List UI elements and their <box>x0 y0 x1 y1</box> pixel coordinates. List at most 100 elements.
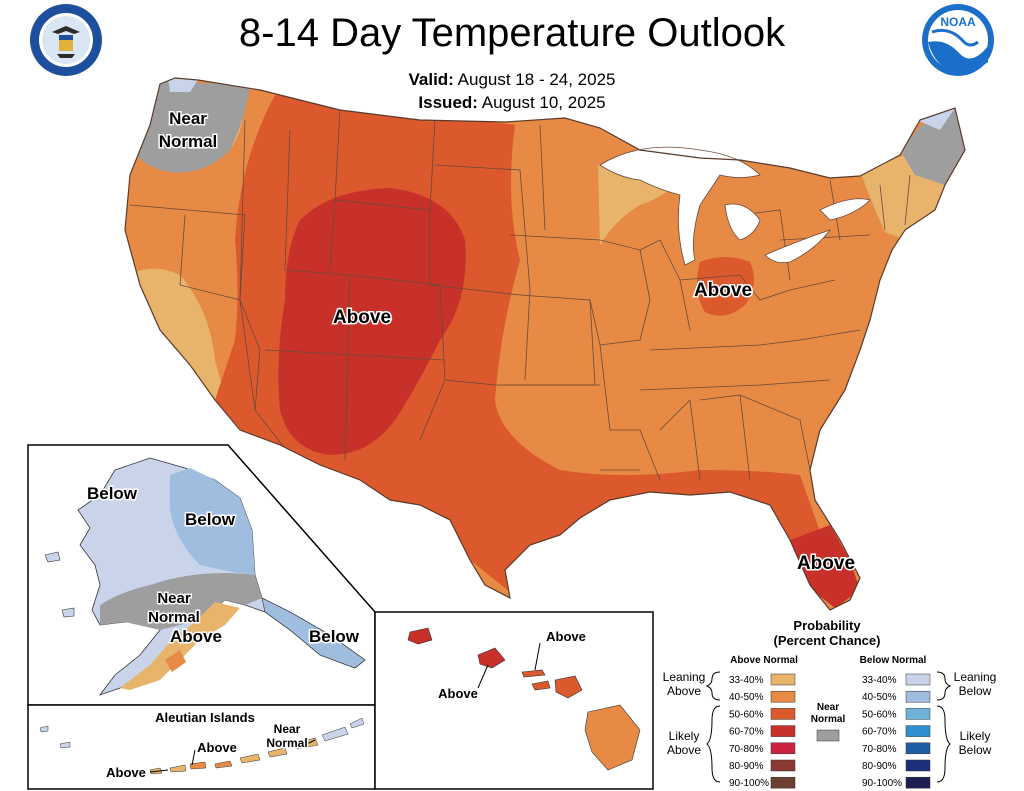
legend-brace-likely-below <box>936 705 951 783</box>
legend-above-bin-swatch-3 <box>770 725 796 737</box>
aleutian-pointer-3 <box>304 739 316 746</box>
label-alaska-near-normal-line1: Near <box>157 590 191 607</box>
legend-leaning-below-line2: Below <box>959 684 992 698</box>
label-near-normal-northwest-line1: Near <box>169 109 207 128</box>
region-leaning-below-washington-tip <box>168 78 198 92</box>
legend-below-bin-swatch-2 <box>905 708 931 720</box>
label-alaska-below-west: Below <box>87 484 138 503</box>
legend-title-line1: Probability <box>793 618 861 633</box>
noaa-logo-icon: NOAA <box>922 4 994 76</box>
legend-above-bin-label-5: 80-90% <box>729 761 764 772</box>
legend-below-bin-label-3: 60-70% <box>862 727 897 738</box>
legend-above-bin-label-4: 70-80% <box>729 744 764 755</box>
label-above-ohio: Above <box>694 280 752 301</box>
label-above-florida: Above <box>797 553 855 574</box>
legend-leaning-below-line1: Leaning <box>954 670 997 684</box>
label-aleutian-above-east: Above <box>197 740 237 755</box>
legend-below-bin-swatch-6 <box>905 776 931 789</box>
region-likely-above-60-70-florida <box>790 525 860 608</box>
label-hawaii-above-maui: Above <box>546 629 586 644</box>
alaska-panhandle-below <box>261 597 366 669</box>
legend-title-line2: (Percent Chance) <box>774 633 881 648</box>
aleutian-title: Aleutian Islands <box>155 710 255 725</box>
legend-above-bin-swatch-1 <box>770 690 796 703</box>
legend-above-bin-label-1: 40-50% <box>729 692 764 703</box>
legend: Probability (Percent Chance) Above Norma… <box>663 618 997 789</box>
legend-above-bin-swatch-4 <box>770 742 796 755</box>
label-alaska-below-central: Below <box>185 510 236 529</box>
aleutian-inset-frame <box>27 704 376 790</box>
issued-value: August 10, 2025 <box>481 93 606 112</box>
legend-above-bin-swatch-2 <box>770 708 796 720</box>
conus-outline <box>124 77 966 611</box>
legend-likely-above-line2: Above <box>667 743 701 757</box>
legend-below-bin-swatch-3 <box>905 725 931 737</box>
legend-below-bin-label-6: 90-100% <box>862 778 902 789</box>
legend-below-bin-swatch-5 <box>905 759 931 772</box>
legend-near-normal-line1: Near <box>817 702 839 713</box>
hawaii-pointer-2 <box>477 664 489 689</box>
legend-brace-likely-above <box>706 705 721 783</box>
legend-likely-above-line1: Likely <box>669 729 700 743</box>
alaska-islands <box>44 551 75 618</box>
alaska-above-kodiak <box>165 650 186 672</box>
legend-above-header: Above Normal <box>730 655 798 666</box>
legend-above-bin-label-3: 60-70% <box>729 727 764 738</box>
legend-below-bins: 33-40% 40-50% 50-60% 60-70% 70-80% 80-90% 90-1… <box>862 673 931 789</box>
valid-label: Valid: <box>408 70 454 89</box>
issued-label: Issued: <box>418 93 478 112</box>
legend-above-bin-label-0: 33-40% <box>729 675 764 686</box>
legend-above-bin-swatch-5 <box>770 759 796 772</box>
legend-above-bin-label-2: 50-60% <box>729 709 764 720</box>
label-aleutian-near-normal-line1: Near <box>274 722 301 736</box>
department-of-commerce-seal-icon <box>30 4 102 76</box>
legend-below-bin-swatch-0 <box>905 673 931 686</box>
legend-near-normal-line2: Normal <box>811 714 846 725</box>
state-boundaries <box>129 109 911 481</box>
legend-above-bin-label-6: 90-100% <box>729 778 769 789</box>
legend-below-bin-label-1: 40-50% <box>862 692 897 703</box>
alaska-leaning-above <box>120 602 240 690</box>
valid-value: August 18 - 24, 2025 <box>457 70 616 89</box>
map-title: 8-14 Day Temperature Outlook <box>238 11 786 55</box>
region-likely-above-50-60-ohio <box>696 257 754 316</box>
legend-brace-leaning-below <box>936 671 952 701</box>
legend-leaning-above-line2: Above <box>667 684 701 698</box>
label-aleutian-above-west: Above <box>106 765 146 780</box>
svg-text:NOAA: NOAA <box>940 15 976 29</box>
label-near-normal-northwest-line2: Normal <box>159 132 218 151</box>
label-alaska-near-normal-line2: Normal <box>148 609 200 626</box>
label-hawaii-above-oahu: Above <box>438 686 478 701</box>
legend-below-header: Below Normal <box>860 655 927 666</box>
legend-below-bin-label-2: 50-60% <box>862 709 897 720</box>
aleutian-pointer-2 <box>191 749 196 766</box>
legend-below-bin-label-4: 70-80% <box>862 744 897 755</box>
legend-brace-leaning-above <box>705 671 721 701</box>
label-aleutian-near-normal-line2: Normal <box>266 736 307 750</box>
alaska-near-normal <box>100 572 262 630</box>
legend-likely-below-line2: Below <box>959 743 992 757</box>
hawaii-islands <box>407 627 641 771</box>
legend-below-bin-swatch-4 <box>905 742 931 755</box>
legend-leaning-above-line1: Leaning <box>663 670 706 684</box>
legend-below-bin-label-5: 80-90% <box>862 761 897 772</box>
great-lakes <box>599 146 871 266</box>
label-alaska-below-panhandle: Below <box>309 627 360 646</box>
legend-below-bin-swatch-1 <box>905 690 931 703</box>
region-near-normal-maine <box>900 108 965 185</box>
legend-above-bin-swatch-0 <box>770 673 796 686</box>
label-above-west: Above <box>333 307 391 328</box>
region-likely-above-60-70-rockies <box>278 188 466 455</box>
issued-date: Issued: August 10, 2025 <box>0 93 1024 113</box>
legend-near-normal-swatch <box>816 729 840 742</box>
legend-likely-below-line1: Likely <box>960 729 991 743</box>
aleutian-islands-chain <box>39 717 365 775</box>
hawaii-pointer-1 <box>534 642 541 671</box>
legend-above-bin-swatch-6 <box>770 776 796 789</box>
valid-dates: Valid: August 18 - 24, 2025 <box>0 70 1024 90</box>
label-alaska-above: Above <box>170 627 222 646</box>
legend-above-bins: 33-40% 40-50% 50-60% 60-70% 70-80% 80-90% 90-1… <box>729 673 796 789</box>
alaska-leaning-below-40-50 <box>170 468 255 575</box>
legend-below-bin-label-0: 33-40% <box>862 675 897 686</box>
